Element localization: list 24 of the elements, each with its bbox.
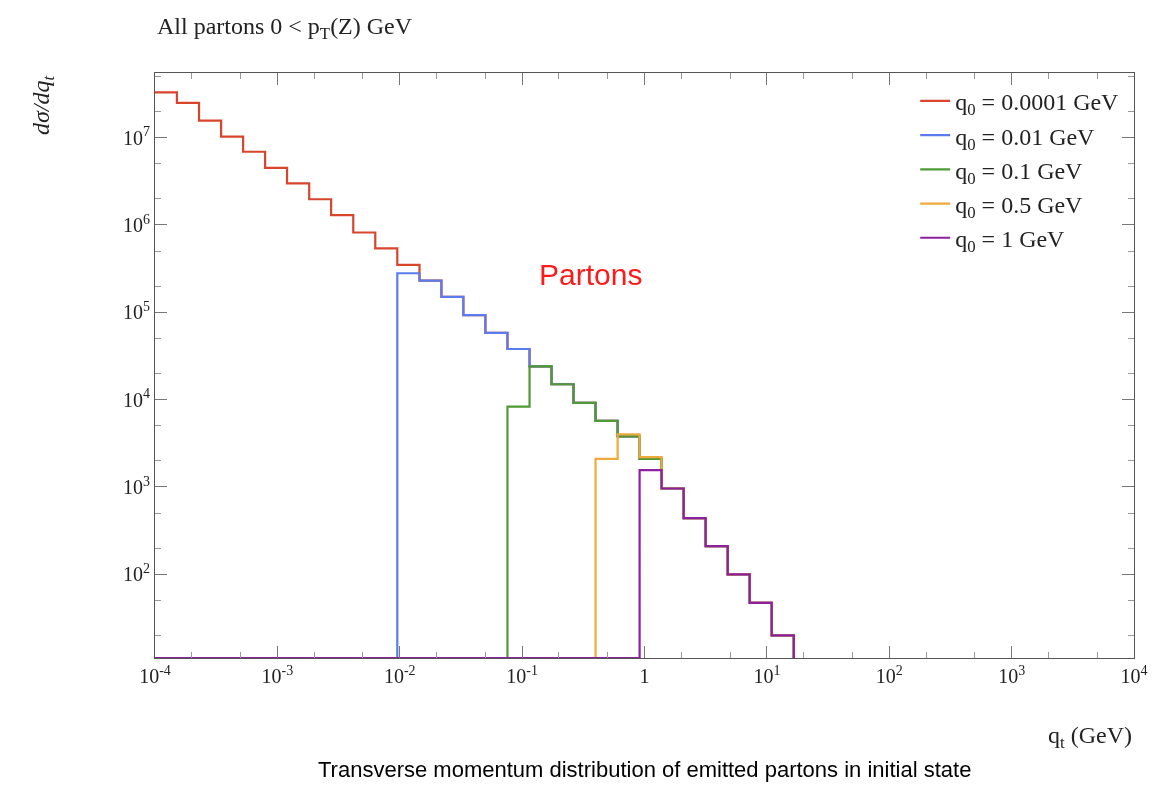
y-tick-label: 10$^{5}$ [122,298,150,324]
y-tick-label: 10$^{6}$ [122,211,150,236]
x-axis-title: q$_{t}$ (GeV) [1048,722,1132,753]
y-tick-label: 10$^{7}$ [122,124,150,149]
annotation: Partons [539,258,643,291]
x-tick-label: 10$^{-3}$ [261,662,294,688]
legend-label: q$_{0}$ = 0.0001 GeV [955,89,1120,120]
x-tick-label: 10$^{3}$ [998,662,1026,688]
chart-title: All partons 0 < p$_{T}$(Z) GeV [157,13,413,44]
legend-label: q$_{0}$ = 0.5 GeV [955,191,1084,222]
x-tick-label: 10$^{-1}$ [506,662,538,688]
legend-label: q$_{0}$ = 0.1 GeV [955,157,1084,188]
legend-label: q$_{0}$ = 1 GeV [955,226,1066,257]
x-tick-label: 10$^{4}$ [1120,662,1148,688]
x-tick-label: 10$^{2}$ [875,662,903,688]
y-tick-label: 10$^{2}$ [122,560,150,586]
y-tick-label: 10$^{4}$ [122,386,150,411]
x-tick-label: 10$^{-4}$ [139,662,171,688]
y-tick-label: 10$^{3}$ [122,473,150,498]
x-tick-label: 1 [639,665,650,688]
legend-label: q$_{0}$ = 0.01 GeV [955,123,1096,154]
text: Transverse momentum distribution of emitted partons in initial state [318,757,972,782]
x-tick-label: 10$^{1}$ [753,662,781,688]
x-tick-label: 10$^{-2}$ [383,662,416,688]
